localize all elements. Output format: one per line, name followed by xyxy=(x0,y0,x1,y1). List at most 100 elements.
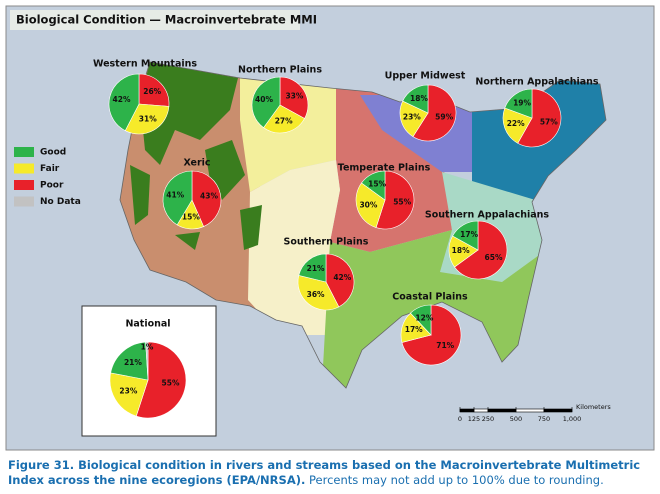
pie-slice xyxy=(138,73,170,107)
slice-label: 42% xyxy=(333,273,351,282)
region-name: Xeric xyxy=(183,158,210,169)
pie-slice xyxy=(279,76,309,119)
pie-slice xyxy=(452,220,479,251)
slice-label: 1% xyxy=(141,343,154,352)
pie-slice xyxy=(402,84,429,114)
pies: Western Mountains 26% 31% 42% Northern Plain… xyxy=(93,59,599,419)
slice-label: 42% xyxy=(113,95,131,104)
slice-label: 31% xyxy=(139,115,157,124)
caption-bold: Figure 31. Biological condition in river… xyxy=(8,458,641,487)
region-name: Northern Appalachians xyxy=(475,77,599,88)
legend-label: Fair xyxy=(40,164,60,174)
slice-label: 40% xyxy=(255,95,273,104)
region-name: Northern Plains xyxy=(238,65,322,76)
legend-label: Poor xyxy=(40,181,64,191)
pie-slice xyxy=(502,107,533,144)
pie-slice xyxy=(355,182,386,228)
slice-label: 33% xyxy=(285,91,303,100)
slice-label: 36% xyxy=(307,290,325,299)
slice-label: 57% xyxy=(540,117,558,126)
pie-slice xyxy=(298,253,327,283)
slice-label: 30% xyxy=(359,200,377,209)
slice-label: 18% xyxy=(410,94,428,103)
pie-slice xyxy=(162,170,193,226)
region-name: Southern Plains xyxy=(284,237,369,248)
slice-label: 55% xyxy=(162,379,180,388)
scale-bar: 0 125 250 500 750 1,000 Kilometers xyxy=(458,403,611,423)
map-title: Biological Condition — Macroinvertebrate… xyxy=(16,13,317,27)
slice-label: 21% xyxy=(124,358,142,367)
slice-label: 21% xyxy=(307,264,325,273)
pie-slice xyxy=(412,84,457,142)
scale-segment xyxy=(487,408,517,413)
pie-slice xyxy=(401,304,462,366)
slice-label: 22% xyxy=(507,119,525,128)
slice-label: 71% xyxy=(436,341,454,350)
slice-label: 19% xyxy=(513,99,531,108)
pie-slice xyxy=(517,88,562,148)
pie-slice xyxy=(108,73,140,132)
pie-slice xyxy=(410,304,432,336)
pie-slice xyxy=(110,341,149,381)
slice-label: 23% xyxy=(119,387,137,396)
slice-label: 18% xyxy=(452,246,470,255)
scale-tick-label: 0 xyxy=(458,415,462,423)
mountains xyxy=(130,62,262,250)
legend-swatch xyxy=(14,196,34,207)
region-name: Temperate Plains xyxy=(338,163,431,174)
slice-label: 55% xyxy=(393,198,411,207)
map: Biological Condition — Macroinvertebrate… xyxy=(5,5,655,451)
slice-label: 15% xyxy=(182,212,200,221)
pie-slice xyxy=(454,220,508,280)
legend: Good Fair Poor No Data xyxy=(14,147,81,207)
us-outline xyxy=(119,61,607,389)
slice-label: 41% xyxy=(166,190,184,199)
slice-label: 17% xyxy=(460,230,478,239)
legend-label: No Data xyxy=(40,197,81,207)
title-bar xyxy=(10,10,300,30)
scale-segment xyxy=(473,408,489,413)
scale-tick-label: 1,000 xyxy=(563,415,582,423)
slice-label: 17% xyxy=(405,325,423,334)
slice-label: 23% xyxy=(403,113,421,122)
pie-slice xyxy=(297,275,340,311)
scale-tick-label: 750 xyxy=(538,415,550,423)
scale-tick-label: 250 xyxy=(482,415,494,423)
slice-label: 59% xyxy=(435,113,453,122)
slice-label: 15% xyxy=(368,179,386,188)
slice-label: 43% xyxy=(200,191,218,200)
region-name: Western Mountains xyxy=(93,59,197,70)
pie-slice xyxy=(375,170,415,230)
caption-note: Percents may not add up to 100% due to r… xyxy=(309,473,604,487)
pie-slice xyxy=(124,103,170,135)
scale-segment xyxy=(515,408,545,413)
slice-label: 26% xyxy=(143,87,161,96)
legend-label: Good xyxy=(40,148,66,158)
scale-tick-label: 125 xyxy=(468,415,480,423)
region-name: Coastal Plains xyxy=(392,292,468,303)
scale-segment xyxy=(459,408,475,413)
pie-slice xyxy=(361,170,386,201)
scale-unit: Kilometers xyxy=(576,403,611,411)
legend-swatch xyxy=(14,180,34,190)
pie-slice xyxy=(325,253,355,308)
pie-slice xyxy=(145,341,149,381)
pie-slice xyxy=(109,372,149,417)
pie-slice xyxy=(191,170,222,227)
slice-label: 12% xyxy=(415,313,433,322)
caption: Figure 31. Biological condition in river… xyxy=(8,458,656,488)
pie-slice xyxy=(135,341,187,419)
region-name: Upper Midwest xyxy=(385,71,466,82)
region-name: National xyxy=(125,319,170,330)
legend-swatch xyxy=(14,147,34,157)
slice-label: 65% xyxy=(485,253,503,262)
legend-swatch xyxy=(14,163,34,174)
pie-slice xyxy=(251,76,281,129)
scale-segment xyxy=(543,408,573,413)
region-name: Southern Appalachians xyxy=(425,210,549,221)
scale-tick-label: 500 xyxy=(510,415,522,423)
pie-slice xyxy=(504,88,533,119)
slice-label: 27% xyxy=(275,116,293,125)
pie-slice xyxy=(263,104,305,134)
